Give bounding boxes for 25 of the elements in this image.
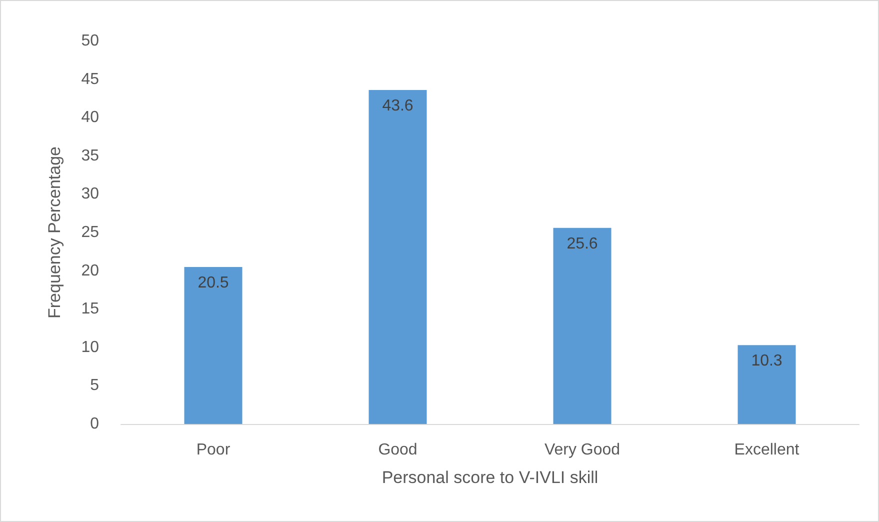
x-tick-label: Poor <box>196 442 231 458</box>
y-axis-title: Frequency Percentage <box>45 146 64 318</box>
data-label: 25.6 <box>566 235 598 252</box>
y-tick-label: 25 <box>81 224 100 241</box>
bar <box>738 345 796 424</box>
data-label: 43.6 <box>382 98 414 115</box>
y-tick-label: 30 <box>81 186 100 203</box>
x-axis-title: Personal score to V-IVLI skill <box>382 468 598 487</box>
bar <box>368 90 427 424</box>
y-tick-label: 5 <box>90 377 100 394</box>
bar <box>184 266 242 424</box>
y-tick-label: 15 <box>81 300 100 318</box>
y-tick-label: 20 <box>81 262 100 280</box>
y-tick-label: 50 <box>81 32 100 50</box>
y-tick-label: 10 <box>81 338 100 356</box>
y-tick-label: 45 <box>81 70 100 88</box>
x-tick-label: Very Good <box>544 442 620 458</box>
y-tick-label: 35 <box>81 147 100 164</box>
data-label: 20.5 <box>198 274 229 292</box>
x-tick-label: Excellent <box>734 442 800 458</box>
y-tick-label: 0 <box>90 416 100 432</box>
x-tick-label: Good <box>378 442 418 458</box>
data-label: 10.3 <box>751 352 782 370</box>
bar <box>553 228 612 424</box>
y-tick-label: 40 <box>81 109 100 126</box>
